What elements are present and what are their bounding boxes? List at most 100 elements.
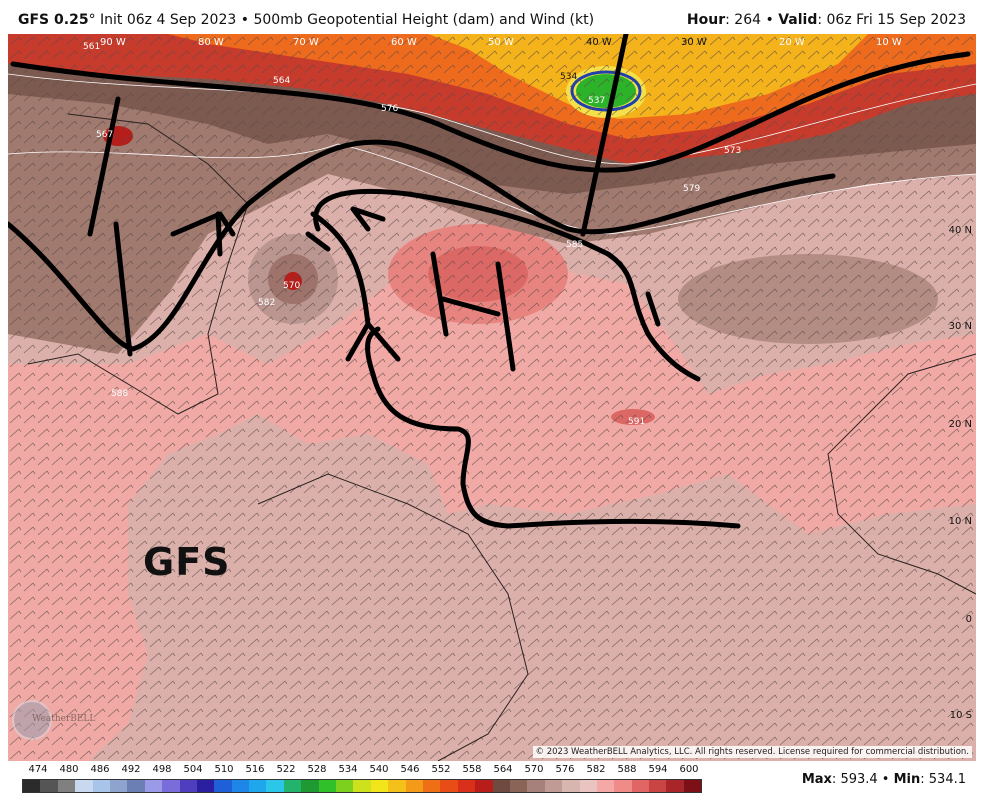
legend-tick-label: 594 bbox=[648, 764, 668, 775]
legend-swatch bbox=[422, 780, 441, 792]
legend-swatch bbox=[301, 780, 319, 792]
legend-tick-label: 504 bbox=[183, 764, 203, 775]
separator: • bbox=[881, 772, 890, 787]
jet-axis-line bbox=[10, 51, 971, 173]
degree-sign: ° bbox=[88, 12, 96, 28]
legend-swatch bbox=[457, 780, 476, 792]
max-min-stats: Max: 593.4 • Min: 534.1 bbox=[801, 772, 966, 787]
legend-swatch bbox=[544, 780, 563, 792]
ridge-arrow-head bbox=[345, 321, 401, 362]
legend-swatch bbox=[127, 780, 145, 792]
legend-swatch bbox=[214, 780, 232, 792]
contour-label: 579 bbox=[683, 184, 701, 194]
contour-label: 570 bbox=[283, 281, 301, 291]
legend-tick-label: 540 bbox=[369, 764, 389, 775]
max-label: Max bbox=[801, 772, 832, 787]
legend-swatch bbox=[179, 780, 197, 792]
contour-label: 582 bbox=[258, 298, 276, 308]
legend-tick-label: 510 bbox=[214, 764, 234, 775]
legend-tick-label: 582 bbox=[586, 764, 606, 775]
legend-swatch bbox=[370, 780, 389, 792]
separator: • bbox=[765, 12, 774, 28]
model-name: GFS 0.25 bbox=[18, 12, 89, 28]
legend-tick-label: 480 bbox=[59, 764, 79, 775]
header-right: Hour: 264 • Valid: 06z Fri 15 Sep 2023 bbox=[686, 12, 966, 28]
legend-swatch bbox=[109, 780, 128, 792]
legend-swatch bbox=[336, 780, 354, 792]
legend-swatch bbox=[683, 780, 702, 792]
trough-axis bbox=[580, 34, 629, 237]
legend-swatch bbox=[527, 780, 545, 792]
min-value: 534.1 bbox=[928, 772, 966, 787]
logo-text: WeatherBELL bbox=[32, 714, 96, 724]
legend-swatch bbox=[614, 780, 632, 792]
legend-tick-label: 546 bbox=[400, 764, 420, 775]
legend-swatch bbox=[249, 780, 267, 792]
legend-tick-label: 492 bbox=[121, 764, 141, 775]
lat-label: 10 S bbox=[949, 710, 972, 721]
legend-swatch bbox=[196, 780, 215, 792]
high-letter-left bbox=[430, 251, 449, 337]
legend-swatch bbox=[266, 780, 284, 792]
north-america-coast bbox=[27, 113, 249, 415]
flow-arrow-2 bbox=[350, 206, 386, 232]
south-america-coast bbox=[257, 473, 529, 761]
legend-swatch bbox=[649, 780, 667, 792]
valid-value: 06z Fri 15 Sep 2023 bbox=[826, 12, 966, 28]
high-letter-bar bbox=[440, 296, 501, 317]
legend-tick-label: 474 bbox=[28, 764, 48, 775]
legend-swatch bbox=[318, 780, 337, 792]
contour-label: 591 bbox=[628, 417, 646, 427]
legend-tick-label: 552 bbox=[431, 764, 451, 775]
flow-arrow-head bbox=[170, 211, 236, 237]
ridge-south-line bbox=[365, 326, 741, 529]
legend-tick-label: 564 bbox=[493, 764, 513, 775]
contour-label: 567 bbox=[96, 130, 114, 140]
product-name: 500mb Geopotential Height (dam) and Wind… bbox=[253, 12, 595, 28]
legend-swatch bbox=[440, 780, 458, 792]
legend-tick-label: 588 bbox=[617, 764, 637, 775]
logo-emblem-icon bbox=[12, 700, 52, 740]
africa-coast bbox=[827, 353, 976, 595]
separator: • bbox=[240, 12, 250, 28]
contour-label: 585 bbox=[566, 240, 584, 250]
hurricane-mark bbox=[305, 231, 331, 252]
legend-swatch bbox=[405, 780, 423, 792]
legend-tick-label: 600 bbox=[679, 764, 699, 775]
legend-swatch bbox=[231, 780, 250, 792]
lon-label: 80 W bbox=[198, 37, 224, 48]
legend-labels: 474 480 486 492 498 504 510 516 522 528 534 540 546 5… bbox=[22, 764, 702, 778]
trough-axis-west-2 bbox=[113, 221, 133, 357]
valid-label: Valid bbox=[778, 12, 818, 28]
trough-tick bbox=[645, 291, 661, 327]
contour-label: 573 bbox=[724, 146, 742, 156]
contour-label: 534 bbox=[560, 72, 578, 82]
hand-drawn-analysis bbox=[8, 34, 971, 529]
map-panel: 90 W 80 W 70 W 60 W 50 W 40 W 30 W 20 W … bbox=[8, 34, 976, 761]
legend-swatch bbox=[579, 780, 597, 792]
legend-swatch bbox=[162, 780, 180, 792]
contour-576 bbox=[8, 143, 976, 235]
legend-swatch bbox=[596, 780, 615, 792]
lon-label: 10 W bbox=[876, 37, 902, 48]
hour-value: 264 bbox=[734, 12, 762, 28]
legend-tick-label: 534 bbox=[338, 764, 358, 775]
legend-swatch bbox=[353, 780, 371, 792]
legend-tick-label: 570 bbox=[524, 764, 544, 775]
contour-label: 561 bbox=[83, 42, 101, 52]
weatherbell-logo: WeatherBELL bbox=[12, 700, 112, 740]
hour-label: Hour bbox=[686, 12, 726, 28]
lon-label: 20 W bbox=[779, 37, 805, 48]
lon-label: 40 W bbox=[586, 37, 612, 48]
legend-tick-label: 576 bbox=[555, 764, 575, 775]
legend-swatch bbox=[23, 780, 41, 792]
contour-label: 564 bbox=[273, 76, 291, 86]
contour-label: 576 bbox=[381, 104, 399, 114]
lon-label: 90 W bbox=[100, 37, 126, 48]
lat-label: 0 bbox=[965, 614, 972, 625]
high-letter-right bbox=[495, 261, 516, 372]
legend-swatch bbox=[666, 780, 684, 792]
legend-swatch bbox=[475, 780, 493, 792]
contour-label: 537 bbox=[588, 96, 606, 106]
legend-swatch bbox=[562, 780, 580, 792]
